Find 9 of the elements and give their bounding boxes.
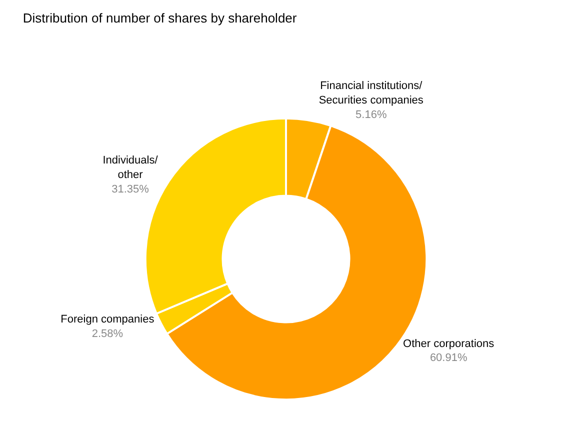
chart-title: Distribution of number of shares by shareholder [22, 10, 298, 26]
data-label: 31.35% [112, 183, 150, 196]
slice-label: Other corporations [403, 338, 495, 350]
data-label: 60.91% [430, 352, 468, 364]
data-label: 5.16% [356, 108, 387, 121]
slice-label: Foreign companies [60, 314, 155, 326]
slice-label: Individuals/other [102, 154, 159, 182]
slice-label: Financial institutions/Securities companies [318, 80, 424, 106]
data-label: 2.58% [92, 328, 124, 340]
